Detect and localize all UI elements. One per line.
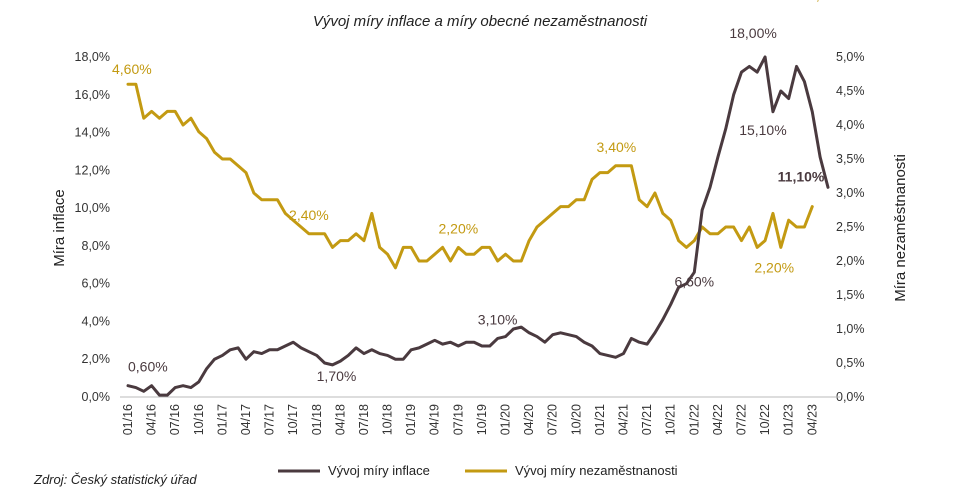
x-tick-label: 04/21 [617,404,631,435]
left-tick-label: 16,0% [75,88,110,102]
x-tick-label: 10/18 [381,404,395,435]
right-tick-label: 3,0% [836,186,865,200]
right-tick-label: 4,5% [836,84,865,98]
x-tick-label: 01/21 [593,404,607,435]
data-label: 2,80% [808,0,848,3]
data-label: 2,20% [754,259,794,275]
x-tick-label: 07/17 [263,404,277,435]
inflation-series-line [126,55,830,397]
data-label: 2,20% [438,220,478,236]
x-tick-label: 04/16 [145,404,159,435]
right-tick-label: 0,0% [836,390,865,404]
x-tick-label: 10/22 [758,404,772,435]
data-label: 1,70% [317,368,357,384]
left-tick-label: 14,0% [75,126,110,140]
left-tick-label: 8,0% [82,239,111,253]
right-tick-label: 1,5% [836,288,865,302]
left-tick-label: 4,0% [82,314,111,328]
data-label: 3,10% [478,311,518,327]
data-label: 11,10% [778,168,825,184]
x-tick-label: 10/20 [569,404,583,435]
left-tick-label: 10,0% [75,201,110,215]
chart-title: Vývoj míry inflace a míry obecné nezaměs… [313,13,648,30]
x-tick-label: 01/22 [687,404,701,435]
x-tick-label: 07/20 [546,404,560,435]
left-tick-label: 6,0% [82,277,111,291]
left-tick-label: 2,0% [82,352,111,366]
right-axis-ticks: 0,0% 0,5% 1,0% 1,5% 2,0% 2,5% 3,0% 3,5% 4,0% 4,5%… [836,50,865,404]
left-tick-label: 12,0% [75,163,110,177]
right-tick-label: 0,5% [836,356,865,370]
data-label: 2,40% [289,207,329,223]
right-tick-label: 2,5% [836,220,865,234]
x-tick-label: 04/18 [333,404,347,435]
right-tick-label: 1,0% [836,322,865,336]
legend-label-inflation: Vývoj míry inflace [328,463,430,478]
x-tick-label: 07/19 [451,404,465,435]
right-tick-label: 3,5% [836,152,865,166]
x-tick-label: 01/17 [215,404,229,435]
x-tick-label: 10/21 [664,404,678,435]
x-tick-label: 04/19 [428,404,442,435]
legend-label-unemployment: Vývoj míry nezaměstnanosti [515,463,678,478]
data-label: 4,60% [112,61,152,77]
data-label: 15,10% [739,122,786,138]
x-tick-label: 07/18 [357,404,371,435]
x-tick-label: 01/23 [782,404,796,435]
x-tick-label: 04/22 [711,404,725,435]
left-axis-ticks: 0,0% 2,0% 4,0% 6,0% 8,0% 10,0% 12,0% 14,0% 16,0%… [75,50,110,404]
data-label: 6,60% [674,273,714,289]
x-tick-label: 07/21 [640,404,654,435]
data-label: 18,00% [729,25,776,41]
annotation-layer: 0,60% 1,70% 3,10% 6,60% 18,00% 15,10% 11,10% 4,… [112,0,848,384]
x-tick-label: 04/20 [522,404,536,435]
x-tick-label: 01/20 [499,404,513,435]
data-label: 0,60% [128,359,168,375]
data-label: 3,40% [597,139,637,155]
x-tick-label: 01/18 [310,404,324,435]
right-tick-label: 4,0% [836,118,865,132]
x-tick-label: 01/19 [404,404,418,435]
right-tick-label: 5,0% [836,50,865,64]
x-axis-ticks: 01/16 04/16 07/16 10/16 01/17 04/17 07/17 10/17… [121,404,819,435]
x-tick-label: 01/16 [121,404,135,435]
x-tick-label: 10/16 [192,404,206,435]
series-layer [126,55,830,397]
x-tick-label: 07/22 [734,404,748,435]
x-tick-label: 04/17 [239,404,253,435]
source-note: Zdroj: Český statistický úřad [33,472,197,487]
left-tick-label: 18,0% [75,50,110,64]
right-axis-label: Míra nezaměstnanosti [892,154,909,302]
right-tick-label: 2,0% [836,254,865,268]
x-tick-label: 10/19 [475,404,489,435]
x-tick-label: 07/16 [168,404,182,435]
left-axis-label: Míra inflace [51,189,68,267]
legend: Vývoj míry inflace Vývoj míry nezaměstna… [278,463,678,478]
x-tick-label: 04/23 [805,404,819,435]
x-tick-label: 10/17 [286,404,300,435]
left-tick-label: 0,0% [82,390,111,404]
unemployment-series-line [126,82,814,270]
